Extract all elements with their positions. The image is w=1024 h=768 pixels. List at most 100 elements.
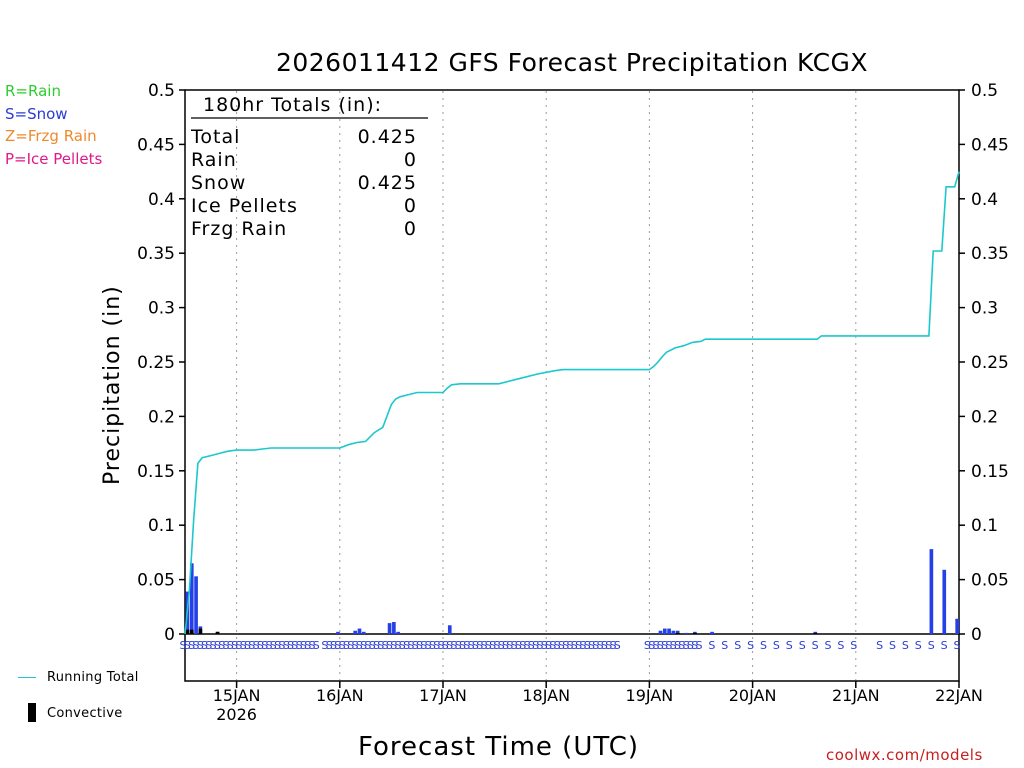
- totals-header: 180hr Totals (in):: [203, 94, 382, 116]
- y-tick-label-left: 0: [164, 625, 175, 645]
- ptype-mark: S: [257, 639, 264, 652]
- y-tick-label-right: 0.35: [971, 244, 1009, 264]
- ptype-mark: S: [382, 639, 389, 652]
- totals-row-label: Frzg Rain: [191, 218, 287, 240]
- running-total-legend-label: Running Total: [47, 670, 139, 685]
- ptype-mark: S: [218, 639, 225, 652]
- ptype-mark: S: [425, 639, 432, 652]
- ptype-mark: S: [235, 639, 242, 652]
- totals-row-label: Rain: [191, 149, 237, 171]
- ptype-mark: S: [343, 639, 350, 652]
- ptype-mark: S: [876, 639, 883, 652]
- legend-ice-pellets: P=Ice Pellets: [5, 150, 103, 168]
- ptype-mark: S: [597, 639, 604, 652]
- convective-bar: [813, 632, 818, 634]
- ptype-mark: S: [476, 639, 483, 652]
- x-tick-label: 19JAN: [626, 686, 674, 705]
- ptype-mark: S: [455, 639, 462, 652]
- ptype-mark: S: [180, 639, 187, 652]
- precip-bar: [189, 563, 194, 634]
- ptype-mark: S: [472, 639, 479, 652]
- precip-bar: [387, 623, 392, 634]
- ptype-mark: S: [674, 639, 681, 652]
- ptype-mark: S: [369, 639, 376, 652]
- ptype-mark: S: [390, 639, 397, 652]
- ptype-mark: S: [360, 639, 367, 652]
- x-tick-label: 16JAN: [316, 686, 364, 705]
- totals-row-label: Total: [190, 126, 240, 148]
- ptype-mark: S: [356, 639, 363, 652]
- ptype-mark: S: [309, 639, 316, 652]
- credit-link[interactable]: coolwx.com/models: [826, 746, 983, 764]
- ptype-mark: S: [313, 639, 320, 652]
- ptype-mark: S: [214, 639, 221, 652]
- convective-bar: [189, 629, 194, 634]
- ptype-mark: S: [721, 639, 728, 652]
- ptype-mark: S: [463, 639, 470, 652]
- x-tick-label: 18JAN: [522, 686, 570, 705]
- y-tick-label-right: 0.3: [971, 299, 998, 319]
- ptype-mark: S: [747, 639, 754, 652]
- y-tick-label-right: 0.45: [971, 135, 1009, 155]
- ptype-mark: S: [270, 639, 277, 652]
- ptype-mark: S: [395, 639, 402, 652]
- ptype-mark: S: [227, 639, 234, 652]
- ptype-mark: S: [837, 639, 844, 652]
- ptype-mark: S: [558, 639, 565, 652]
- y-tick-label-right: 0.5: [971, 81, 998, 101]
- ptype-mark: S: [429, 639, 436, 652]
- ptype-mark: S: [502, 639, 509, 652]
- ptype-mark: S: [614, 639, 621, 652]
- ptype-mark: S: [377, 639, 384, 652]
- ptype-mark: S: [450, 639, 457, 652]
- ptype-mark: S: [261, 639, 268, 652]
- precip-bar: [710, 631, 714, 634]
- ptype-mark: S: [420, 639, 427, 652]
- y-tick-label-right: 0.15: [971, 462, 1009, 482]
- ptype-mark: S: [584, 639, 591, 652]
- ptype-mark: S: [928, 639, 935, 652]
- ptype-mark: S: [528, 639, 535, 652]
- ptype-mark: S: [696, 639, 703, 652]
- precip-bar: [667, 628, 671, 634]
- y-tick-label-left: 0.3: [148, 299, 175, 319]
- ptype-mark: S: [954, 639, 961, 652]
- ptype-mark: S: [278, 639, 285, 652]
- precip-bar: [658, 630, 663, 634]
- precip-bar: [929, 549, 934, 634]
- precip-bar: [955, 618, 959, 634]
- y-tick-label-right: 0: [971, 625, 982, 645]
- ptype-mark: S: [253, 639, 260, 652]
- x-tick-label: 15JAN: [213, 686, 261, 705]
- precip-bar: [675, 630, 680, 634]
- convective-legend-swatch: [28, 703, 36, 722]
- ptype-mark: S: [571, 639, 578, 652]
- convective-bar: [198, 628, 203, 634]
- ptype-mark: S: [283, 639, 290, 652]
- totals-row-value: 0: [404, 149, 417, 171]
- y-tick-label-left: 0.4: [148, 190, 175, 210]
- y-axis-label: Precipitation (in): [100, 285, 125, 485]
- ptype-mark: S: [287, 639, 294, 652]
- chart-title: 2026011412 GFS Forecast Precipitation KC…: [275, 48, 869, 77]
- ptype-mark: S: [334, 639, 341, 652]
- ptype-mark: S: [545, 639, 552, 652]
- totals-row-value: 0.425: [358, 172, 417, 194]
- ptype-mark: S: [300, 639, 307, 652]
- ptype-mark: S: [506, 639, 513, 652]
- ptype-mark: S: [579, 639, 586, 652]
- x-tick-label: 22JAN: [935, 686, 983, 705]
- ptype-mark: S: [519, 639, 526, 652]
- ptype-mark: S: [670, 639, 677, 652]
- ptype-mark: S: [678, 639, 685, 652]
- ptype-mark: S: [734, 639, 741, 652]
- ptype-mark: S: [438, 639, 445, 652]
- ptype-mark: S: [489, 639, 496, 652]
- ptype-mark: S: [364, 639, 371, 652]
- ptype-mark: S: [373, 639, 380, 652]
- running-total-line: [184, 171, 960, 635]
- ptype-mark: S: [541, 639, 548, 652]
- ptype-mark: S: [549, 639, 556, 652]
- legend-rain: R=Rain: [5, 82, 61, 100]
- x-tick-label: 17JAN: [419, 686, 467, 705]
